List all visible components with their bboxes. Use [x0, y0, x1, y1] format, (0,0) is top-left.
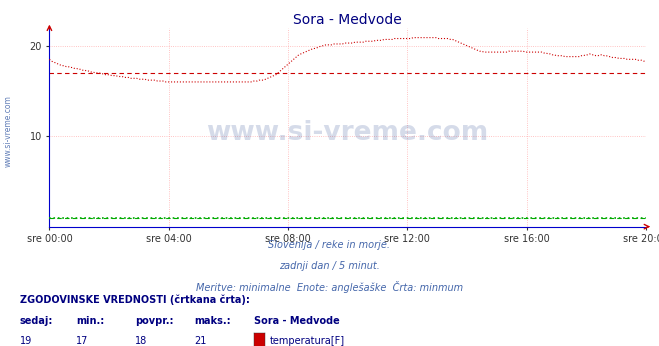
Text: Slovenija / reke in morje.: Slovenija / reke in morje.	[268, 240, 391, 251]
Text: www.si-vreme.com: www.si-vreme.com	[4, 95, 13, 167]
Text: ZGODOVINSKE VREDNOSTI (črtkana črta):: ZGODOVINSKE VREDNOSTI (črtkana črta):	[20, 294, 250, 305]
Text: min.:: min.:	[76, 316, 104, 326]
Text: zadnji dan / 5 minut.: zadnji dan / 5 minut.	[279, 261, 380, 271]
Text: 21: 21	[194, 336, 207, 346]
Text: maks.:: maks.:	[194, 316, 231, 326]
Title: Sora - Medvode: Sora - Medvode	[293, 12, 402, 27]
Text: povpr.:: povpr.:	[135, 316, 173, 326]
Text: Meritve: minimalne  Enote: anglešaške  Črta: minmum: Meritve: minimalne Enote: anglešaške Črt…	[196, 281, 463, 293]
Text: www.si-vreme.com: www.si-vreme.com	[206, 120, 489, 146]
Text: 19: 19	[20, 336, 32, 346]
Text: 17: 17	[76, 336, 88, 346]
Text: 18: 18	[135, 336, 148, 346]
Text: Sora - Medvode: Sora - Medvode	[254, 316, 339, 326]
Text: temperatura[F]: temperatura[F]	[270, 336, 345, 346]
Text: sedaj:: sedaj:	[20, 316, 53, 326]
